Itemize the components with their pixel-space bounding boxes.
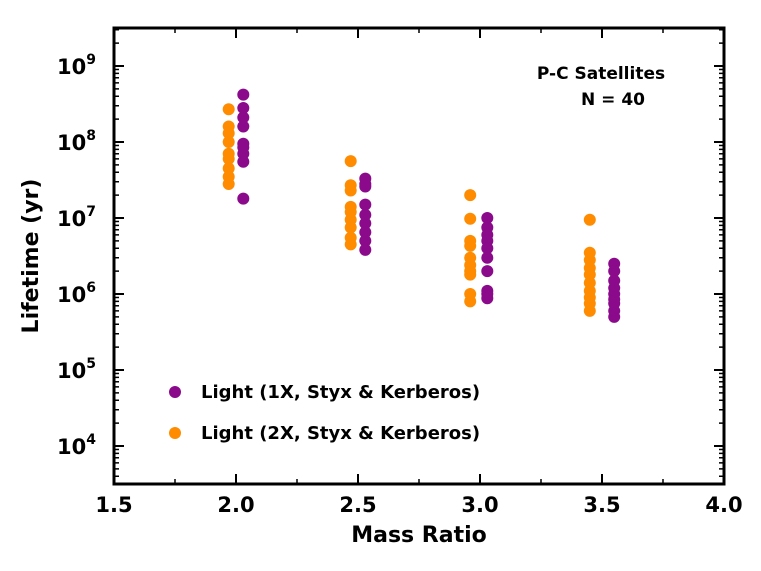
x-tick-label-1: 2.0 (217, 493, 254, 517)
point-2x-25 (464, 268, 477, 281)
point-2x-0 (222, 103, 235, 116)
x-tick-label-4: 3.5 (583, 493, 620, 517)
y-tick-label-9: 109 (57, 52, 96, 79)
x-tick-label-5: 4.0 (705, 493, 742, 517)
point-1x-24 (481, 265, 494, 278)
point-1x-14 (359, 217, 372, 230)
point-1x-23 (481, 251, 494, 264)
point-2x-32 (583, 268, 596, 281)
point-1x-11 (359, 180, 372, 193)
point-2x-17 (344, 238, 357, 251)
point-2x-21 (464, 239, 477, 252)
y-tick-label-5: 105 (57, 356, 96, 383)
point-1x-18 (481, 212, 494, 224)
point-2x-15 (344, 221, 357, 234)
point-1x-16 (359, 234, 372, 247)
annotation-count: N = 40 (581, 90, 645, 110)
y-tick-label-8: 108 (57, 128, 96, 155)
tick-labels: 1.5 2.0 2.5 3.0 3.5 4.0 104 105 106 107 108 109 (57, 52, 743, 517)
point-1x-0 (237, 88, 250, 101)
point-1x-7 (237, 155, 250, 168)
point-1x-27 (481, 292, 494, 305)
point-1x-22 (481, 242, 494, 255)
point-1x-3 (237, 120, 250, 133)
axis-ticks (113, 28, 725, 484)
legend-label-1x: Light (1X, Styx & Kerberos) (201, 382, 480, 403)
point-2x-18 (464, 189, 477, 202)
x-tick-label-0: 1.5 (95, 493, 132, 517)
point-1x-1 (237, 102, 250, 114)
x-tick-label-2: 2.5 (339, 493, 376, 517)
point-2x-9 (344, 155, 357, 168)
point-1x-13 (359, 208, 372, 221)
point-1x-36 (608, 310, 621, 323)
x-axis-title: Mass Ratio (351, 523, 487, 548)
y-tick-label-7: 107 (57, 204, 96, 231)
x-tick-label-3: 3.0 (461, 493, 498, 517)
y-axis-title: Lifetime (yr) (19, 179, 44, 334)
annotation-title: P-C Satellites (537, 64, 665, 84)
point-1x-17 (359, 243, 372, 256)
point-1x-15 (359, 226, 372, 239)
point-1x-29 (608, 265, 621, 278)
point-2x-3 (222, 136, 235, 148)
point-2x-2 (222, 127, 235, 140)
point-2x-11 (344, 184, 357, 197)
legend: Light (1X, Styx & Kerberos) Light (2X, S… (169, 382, 480, 444)
point-2x-6 (222, 162, 235, 175)
point-2x-28 (583, 213, 596, 226)
y-tick-label-4: 104 (57, 432, 96, 459)
legend-label-2x: Light (2X, Styx & Kerberos) (201, 423, 480, 444)
point-2x-19 (464, 212, 477, 225)
data-points (222, 88, 621, 323)
point-2x-8 (222, 178, 235, 190)
point-1x-12 (359, 198, 372, 211)
y-tick-label-6: 106 (57, 280, 96, 307)
point-2x-5 (222, 152, 235, 165)
point-1x-2 (237, 111, 250, 124)
legend-marker-2x (169, 427, 181, 439)
point-2x-27 (464, 295, 477, 308)
point-2x-37 (583, 304, 596, 317)
legend-marker-1x (169, 386, 181, 398)
point-1x-8 (237, 192, 250, 205)
